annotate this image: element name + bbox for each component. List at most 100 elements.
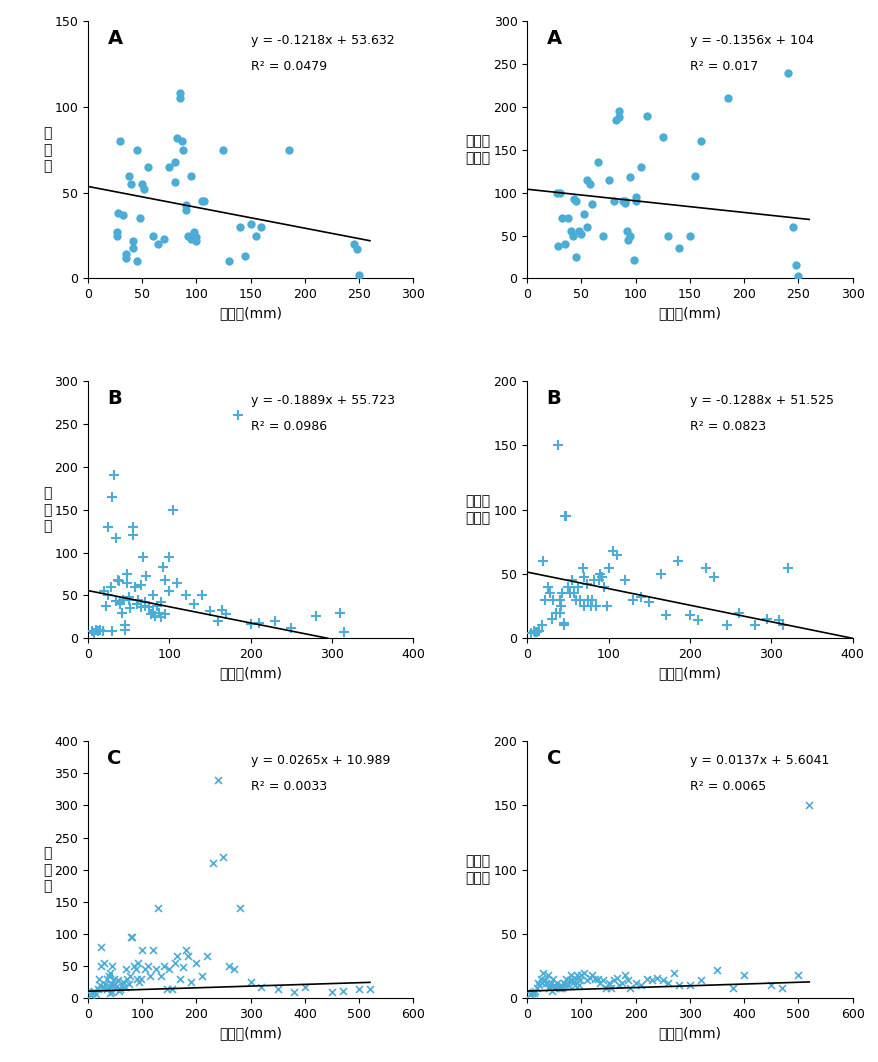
Point [565, 974, 579, 991]
Point [96, 978, 110, 995]
Point [170, 575, 184, 592]
Point [577, 964, 591, 981]
Point [612, 103, 626, 120]
Point [544, 611, 558, 628]
Point [97, 955, 112, 972]
Point [525, 983, 539, 1000]
Point [130, 596, 144, 613]
Point [747, 617, 761, 634]
Point [531, 977, 545, 994]
Point [566, 190, 580, 207]
Point [774, 979, 788, 996]
Point [175, 133, 189, 150]
Point [286, 983, 300, 1000]
Point [162, 961, 176, 978]
Point [325, 983, 339, 1000]
Point [655, 972, 669, 989]
Point [136, 548, 150, 565]
Point [560, 579, 574, 596]
Point [176, 959, 190, 976]
Point [615, 192, 629, 209]
Point [333, 604, 347, 621]
Point [620, 972, 634, 989]
Point [554, 210, 568, 227]
Point [593, 974, 607, 991]
Point [140, 158, 155, 175]
Point [562, 972, 576, 989]
Point [623, 979, 637, 996]
Point [122, 167, 136, 184]
Point [605, 543, 619, 560]
Point [585, 966, 599, 983]
Point [528, 623, 542, 640]
Point [625, 592, 639, 609]
Point [238, 247, 252, 264]
Point [558, 977, 572, 994]
Point [162, 158, 176, 175]
Point [128, 579, 142, 596]
Point [146, 942, 160, 959]
Point [621, 232, 635, 249]
Point [707, 568, 721, 585]
Y-axis label: 발
생
수: 발 생 수 [43, 846, 52, 893]
Point [607, 972, 621, 989]
Point [601, 171, 615, 188]
Point [548, 604, 562, 621]
Point [628, 188, 642, 205]
Point [579, 171, 594, 188]
Point [105, 623, 119, 640]
Point [561, 210, 575, 227]
Point [550, 237, 564, 254]
Text: B: B [546, 389, 561, 408]
Point [552, 604, 566, 621]
X-axis label: 강수량(mm): 강수량(mm) [658, 1027, 721, 1041]
Point [189, 955, 203, 972]
Text: A: A [107, 29, 122, 48]
Point [670, 552, 684, 569]
Point [112, 982, 126, 999]
Point [565, 572, 579, 589]
Point [572, 592, 587, 609]
Point [111, 972, 125, 989]
Point [572, 972, 587, 989]
Point [603, 979, 617, 996]
Point [119, 575, 133, 592]
Point [551, 436, 565, 453]
Point [556, 615, 570, 632]
Point [547, 977, 561, 994]
Point [221, 253, 235, 270]
Point [90, 980, 104, 997]
Point [105, 958, 119, 975]
Point [598, 979, 612, 996]
Point [577, 598, 591, 615]
Point [83, 987, 97, 1004]
Point [725, 979, 739, 996]
Point [780, 559, 794, 576]
Point [103, 964, 117, 981]
Point [173, 90, 187, 107]
Point [148, 607, 162, 624]
Point [200, 948, 214, 965]
Point [536, 964, 550, 981]
Point [109, 530, 123, 547]
Text: C: C [546, 749, 560, 768]
Point [533, 971, 547, 988]
Point [720, 90, 734, 107]
Point [528, 982, 542, 999]
Point [633, 977, 647, 994]
Point [543, 585, 557, 602]
Point [115, 206, 129, 223]
Point [532, 622, 546, 639]
Point [105, 489, 119, 506]
Text: C: C [107, 749, 122, 768]
Point [121, 976, 135, 993]
Point [579, 219, 594, 236]
Text: y = -0.1889x + 55.723: y = -0.1889x + 55.723 [250, 394, 394, 407]
Point [155, 559, 169, 576]
Point [615, 974, 629, 991]
Point [788, 256, 802, 273]
Point [573, 966, 587, 983]
Y-axis label: 만명당
발생률: 만명당 발생률 [465, 135, 490, 165]
Text: y = 0.0137x + 5.6041: y = 0.0137x + 5.6041 [689, 754, 828, 767]
Point [111, 571, 125, 588]
